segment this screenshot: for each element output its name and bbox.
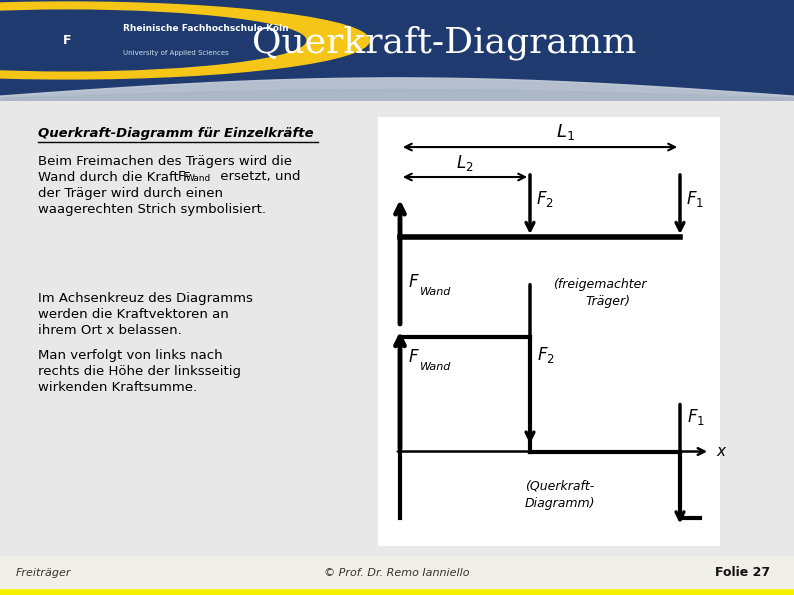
Text: Im Achsenkreuz des Diagramms: Im Achsenkreuz des Diagramms (38, 292, 252, 305)
Text: Rheinische Fachhochschule Köln: Rheinische Fachhochschule Köln (123, 24, 289, 33)
Text: $\mathit{F}_2$: $\mathit{F}_2$ (537, 345, 555, 365)
Text: Träger): Träger) (585, 295, 630, 308)
Text: F: F (64, 34, 71, 47)
Circle shape (0, 2, 369, 79)
Text: Freiträger: Freiträger (16, 568, 71, 578)
Text: Wand: Wand (186, 174, 211, 183)
Text: Man verfolgt von links nach: Man verfolgt von links nach (38, 349, 222, 362)
Text: University of Applied Sciences: University of Applied Sciences (123, 49, 229, 55)
Text: $\mathit{F}$: $\mathit{F}$ (408, 273, 420, 291)
Text: werden die Kraftvektoren an: werden die Kraftvektoren an (38, 308, 229, 321)
Text: (freigemachter: (freigemachter (553, 278, 647, 292)
Text: Folie 27: Folie 27 (715, 566, 770, 579)
Text: $\mathit{F}$: $\mathit{F}$ (408, 347, 420, 366)
Text: ersetzt, und: ersetzt, und (216, 170, 300, 183)
Bar (0, 556, 794, 588)
Text: Wand: Wand (420, 287, 451, 297)
Text: waagerechten Strich symbolisiert.: waagerechten Strich symbolisiert. (38, 203, 266, 216)
Text: ihrem Ort x belassen.: ihrem Ort x belassen. (38, 324, 182, 337)
Bar (378, 117, 720, 546)
Text: Querkraft-Diagramm: Querkraft-Diagramm (252, 25, 637, 60)
Text: (Querkraft-: (Querkraft- (526, 480, 595, 493)
Text: $x$: $x$ (716, 444, 727, 459)
Text: F: F (178, 170, 186, 183)
Text: $\mathit{F}_1$: $\mathit{F}_1$ (687, 406, 705, 427)
Circle shape (0, 10, 306, 71)
Text: $\mathit{F}_2$: $\mathit{F}_2$ (536, 189, 553, 209)
Text: rechts die Höhe der linksseitig: rechts die Höhe der linksseitig (38, 365, 241, 378)
Text: $\mathit{L}_2$: $\mathit{L}_2$ (457, 153, 474, 173)
Text: $\mathit{L}_1$: $\mathit{L}_1$ (556, 122, 574, 142)
Text: Querkraft-Diagramm für Einzelkräfte: Querkraft-Diagramm für Einzelkräfte (38, 127, 314, 140)
Text: der Träger wird durch einen: der Träger wird durch einen (38, 187, 223, 200)
Text: Diagramm): Diagramm) (525, 497, 596, 510)
Text: wirkenden Kraftsumme.: wirkenden Kraftsumme. (38, 381, 197, 394)
Text: Wand durch die Kraft F: Wand durch die Kraft F (38, 171, 191, 184)
Text: Beim Freimachen des Trägers wird die: Beim Freimachen des Trägers wird die (38, 155, 292, 168)
Text: Wand: Wand (420, 362, 451, 372)
Bar (0, 588, 794, 595)
Text: $\mathit{F}_1$: $\mathit{F}_1$ (686, 189, 704, 209)
Text: © Prof. Dr. Remo Ianniello: © Prof. Dr. Remo Ianniello (324, 568, 470, 578)
